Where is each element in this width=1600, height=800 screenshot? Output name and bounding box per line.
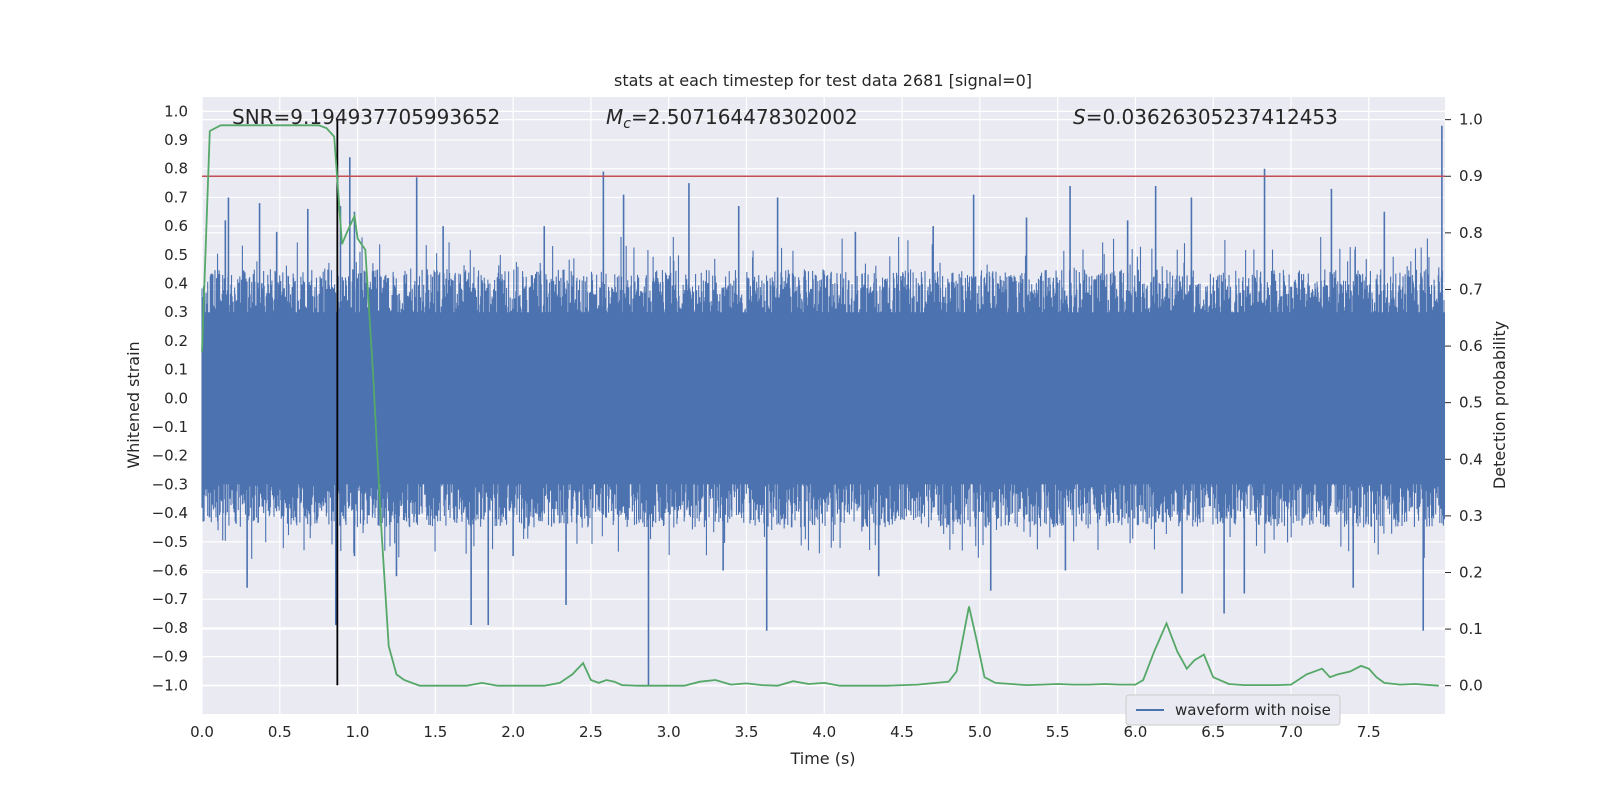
y2-axis-label: Detection probability: [1490, 321, 1509, 489]
y-tick-label: −0.8: [152, 619, 188, 637]
y-tick-label: −0.2: [152, 447, 188, 465]
s-symbol: S: [1073, 105, 1086, 129]
y2-tick-label: 0.9: [1459, 167, 1483, 185]
x-tick-label: 7.0: [1279, 723, 1303, 741]
x-tick-label: 4.5: [890, 723, 914, 741]
y2-tick-label: 0.1: [1459, 620, 1483, 638]
mc-value: =2.507164478302002: [631, 105, 858, 129]
legend: waveform with noise: [1125, 694, 1341, 726]
x-tick-label: 1.5: [423, 723, 447, 741]
y-tick-label: −0.7: [152, 590, 188, 608]
x-tick-label: 0.0: [190, 723, 214, 741]
y-tick-label: 0.7: [164, 188, 188, 206]
y2-tick-label: 0.2: [1459, 563, 1483, 581]
y-tick-label: −0.5: [152, 533, 188, 551]
x-tick-label: 1.0: [346, 723, 370, 741]
x-axis-label: Time (s): [789, 749, 855, 768]
y2-tick-labels: 1.0 0.9 0.8 0.7 0.6 0.5 0.4 0.3 0.2 0.1 0.0: [1445, 111, 1483, 695]
mc-symbol: M: [606, 105, 623, 129]
x-tick-labels: 0.0 0.5 1.0 1.5 2.0 2.5 3.0 3.5 4.0 4.5 5.0 5.5 6.0 6…: [190, 723, 1381, 741]
y-tick-label: −0.3: [152, 475, 188, 493]
x-tick-label: 5.0: [968, 723, 992, 741]
x-tick-label: 6.0: [1123, 723, 1147, 741]
y-tick-label: 0.4: [164, 275, 188, 293]
x-tick-label: 5.5: [1046, 723, 1070, 741]
x-tick-label: 2.5: [579, 723, 603, 741]
chart-title: stats at each timestep for test data 268…: [614, 71, 1032, 90]
y-tick-label: −0.6: [152, 562, 188, 580]
snr-annotation: SNR=9.194937705993652: [232, 105, 500, 129]
x-tick-label: 2.0: [501, 723, 525, 741]
x-tick-label: 6.5: [1201, 723, 1225, 741]
y2-tick-label: 0.4: [1459, 450, 1483, 468]
x-tick-label: 3.5: [735, 723, 759, 741]
y-tick-label: −0.9: [152, 648, 188, 666]
x-tick-label: 7.5: [1357, 723, 1381, 741]
y-tick-label: −0.4: [152, 504, 188, 522]
y-tick-label: 0.5: [164, 246, 188, 264]
y-tick-label: −0.1: [152, 418, 188, 436]
y2-tick-label: 0.5: [1459, 394, 1483, 412]
mc-annotation: Mc=2.507164478302002: [606, 105, 858, 132]
waveform-core: [202, 312, 1445, 485]
y2-tick-label: 0.7: [1459, 280, 1483, 298]
x-tick-label: 4.0: [812, 723, 836, 741]
y-tick-label: 0.3: [164, 303, 188, 321]
y-tick-label: 0.2: [164, 332, 188, 350]
y2-tick-label: 0.8: [1459, 224, 1483, 242]
x-tick-label: 0.5: [268, 723, 292, 741]
y-tick-label: 0.8: [164, 160, 188, 178]
mc-subscript: c: [623, 116, 631, 132]
y-tick-label: 0.1: [164, 361, 188, 379]
waveform-series: [201, 125, 1446, 686]
y2-tick-label: 1.0: [1459, 111, 1483, 129]
y2-tick-label: 0.0: [1459, 677, 1483, 695]
s-value: =0.03626305237412453: [1086, 105, 1338, 129]
legend-label: waveform with noise: [1175, 701, 1331, 719]
legend-box: [1125, 694, 1341, 726]
y2-tick-label: 0.3: [1459, 507, 1483, 525]
probability-series: [201, 124, 1439, 687]
x-tick-label: 3.0: [657, 723, 681, 741]
y-tick-labels: 1.0 0.9 0.8 0.7 0.6 0.5 0.4 0.3 0.2 0.1 0.0 −0.1 −0.…: [152, 102, 188, 694]
y-axis-label: Whitened strain: [124, 341, 143, 468]
y-tick-label: 0.0: [164, 389, 188, 407]
y-tick-label: 0.6: [164, 217, 188, 235]
y-tick-label: 0.9: [164, 131, 188, 149]
y-tick-label: −1.0: [152, 676, 188, 694]
s-annotation: S=0.03626305237412453: [1073, 105, 1338, 129]
y-tick-label: 1.0: [164, 102, 188, 120]
y2-tick-label: 0.6: [1459, 337, 1483, 355]
